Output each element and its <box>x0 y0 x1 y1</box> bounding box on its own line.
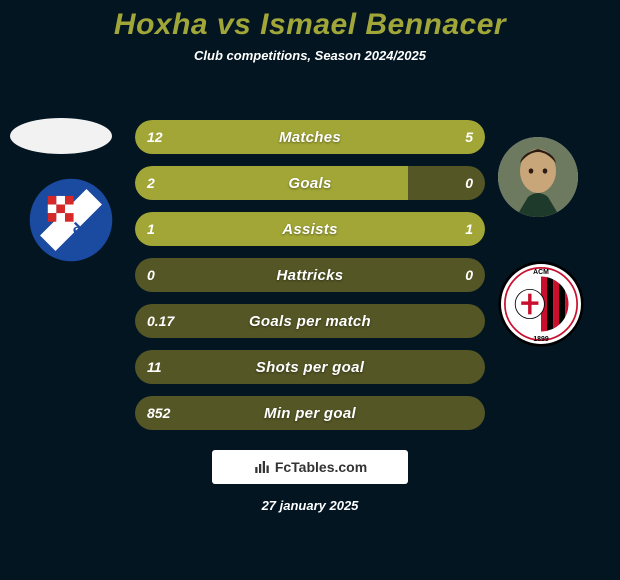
stat-label: Goals <box>135 166 485 200</box>
stat-right-value: 0 <box>465 258 473 292</box>
stat-label: Assists <box>135 212 485 246</box>
avatar-placeholder-icon <box>498 137 578 217</box>
stat-label: Goals per match <box>135 304 485 338</box>
footer-date: 27 january 2025 <box>0 498 620 513</box>
acmilan-crest-icon: ACM 1899 <box>498 261 584 347</box>
stat-row-shots-per-goal: 11 Shots per goal <box>135 350 485 384</box>
stat-row-goals: 2 Goals 0 <box>135 166 485 200</box>
player-right-avatar <box>498 137 578 217</box>
stat-label: Min per goal <box>135 396 485 430</box>
svg-text:1899: 1899 <box>533 336 548 343</box>
stat-right-value: 1 <box>465 212 473 246</box>
club-right-crest: ACM 1899 <box>498 261 584 347</box>
stat-label: Shots per goal <box>135 350 485 384</box>
bar-chart-icon <box>253 458 271 476</box>
stat-row-min-per-goal: 852 Min per goal <box>135 396 485 430</box>
player-left-avatar <box>10 118 112 154</box>
comparison-subtitle: Club competitions, Season 2024/2025 <box>0 48 620 63</box>
club-left-crest: d <box>28 177 114 263</box>
stat-row-matches: 12 Matches 5 <box>135 120 485 154</box>
dinamo-crest-icon: d <box>28 177 114 263</box>
stat-row-assists: 1 Assists 1 <box>135 212 485 246</box>
stat-label: Hattricks <box>135 258 485 292</box>
stats-panel: 12 Matches 5 2 Goals 0 1 Assists 1 0 Hat… <box>135 120 485 442</box>
stat-label: Matches <box>135 120 485 154</box>
stat-row-hattricks: 0 Hattricks 0 <box>135 258 485 292</box>
comparison-title: Hoxha vs Ismael Bennacer <box>0 0 620 42</box>
svg-text:ACM: ACM <box>533 269 549 276</box>
fctables-link[interactable]: FcTables.com <box>212 450 408 484</box>
fctables-label: FcTables.com <box>275 459 367 475</box>
stat-right-value: 0 <box>465 166 473 200</box>
stat-row-goals-per-match: 0.17 Goals per match <box>135 304 485 338</box>
stat-right-value: 5 <box>465 120 473 154</box>
